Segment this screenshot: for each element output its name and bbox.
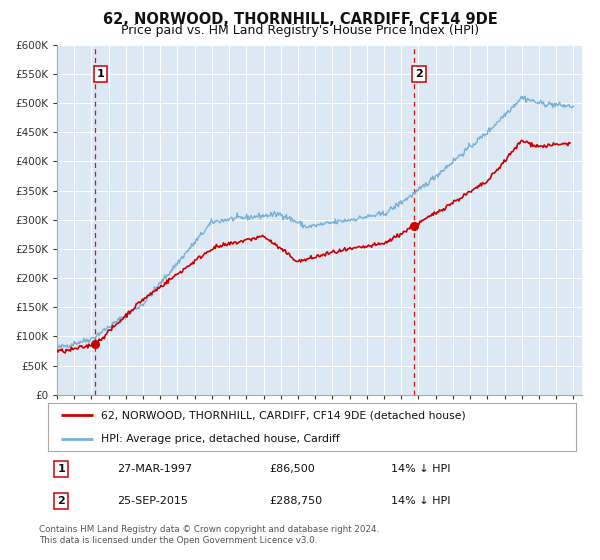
Text: Contains HM Land Registry data © Crown copyright and database right 2024.: Contains HM Land Registry data © Crown c…: [39, 525, 379, 534]
Text: 25-SEP-2015: 25-SEP-2015: [116, 496, 188, 506]
Text: 2: 2: [58, 496, 65, 506]
Text: Price paid vs. HM Land Registry's House Price Index (HPI): Price paid vs. HM Land Registry's House …: [121, 24, 479, 37]
Text: 1: 1: [58, 464, 65, 474]
Text: £86,500: £86,500: [270, 464, 316, 474]
Text: This data is licensed under the Open Government Licence v3.0.: This data is licensed under the Open Gov…: [39, 536, 317, 545]
Text: 2: 2: [415, 69, 423, 79]
Text: 62, NORWOOD, THORNHILL, CARDIFF, CF14 9DE (detached house): 62, NORWOOD, THORNHILL, CARDIFF, CF14 9D…: [101, 410, 466, 420]
Text: £288,750: £288,750: [270, 496, 323, 506]
Text: HPI: Average price, detached house, Cardiff: HPI: Average price, detached house, Card…: [101, 434, 340, 444]
Text: 14% ↓ HPI: 14% ↓ HPI: [391, 496, 451, 506]
Text: 27-MAR-1997: 27-MAR-1997: [116, 464, 192, 474]
Text: 62, NORWOOD, THORNHILL, CARDIFF, CF14 9DE: 62, NORWOOD, THORNHILL, CARDIFF, CF14 9D…: [103, 12, 497, 27]
Text: 1: 1: [97, 69, 104, 79]
Text: 14% ↓ HPI: 14% ↓ HPI: [391, 464, 451, 474]
